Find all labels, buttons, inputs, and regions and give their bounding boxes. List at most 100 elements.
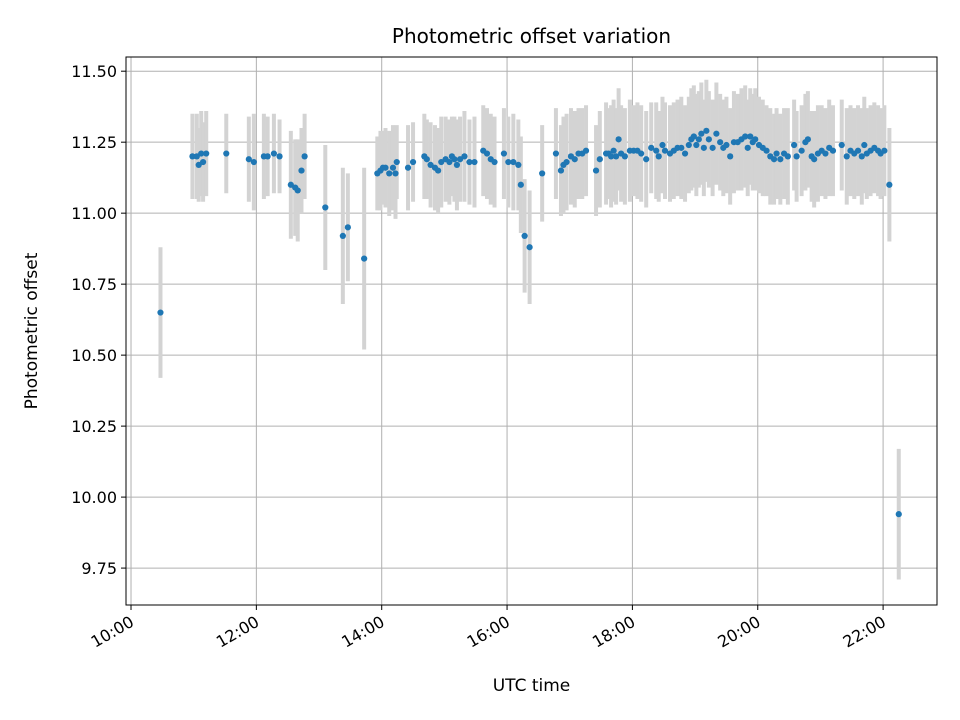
data-point bbox=[361, 255, 368, 262]
data-point bbox=[157, 309, 164, 316]
y-axis-title: Photometric offset bbox=[22, 252, 42, 409]
x-tick-label: 10:00 bbox=[88, 612, 137, 652]
data-point bbox=[784, 153, 791, 160]
data-point bbox=[339, 232, 346, 239]
data-point bbox=[223, 150, 230, 157]
data-point bbox=[195, 161, 202, 168]
data-point bbox=[659, 141, 666, 149]
data-point bbox=[613, 153, 620, 160]
x-tick-label: 20:00 bbox=[714, 612, 763, 652]
data-point bbox=[861, 141, 868, 149]
data-point bbox=[854, 147, 862, 154]
data-point bbox=[747, 133, 754, 140]
data-point bbox=[713, 130, 720, 137]
x-tick-label: 16:00 bbox=[464, 612, 513, 652]
data-point bbox=[770, 156, 778, 163]
x-axis-title: UTC time bbox=[493, 676, 571, 696]
data-point bbox=[773, 150, 780, 157]
data-point bbox=[526, 244, 533, 251]
data-point bbox=[193, 153, 200, 160]
data-point bbox=[693, 141, 700, 149]
data-point bbox=[621, 153, 628, 160]
data-points bbox=[157, 127, 902, 518]
data-point bbox=[895, 511, 902, 518]
data-point bbox=[582, 147, 590, 154]
data-point bbox=[798, 147, 805, 154]
data-point bbox=[471, 158, 478, 166]
y-tick-label: 11.25 bbox=[71, 133, 117, 152]
data-point bbox=[843, 153, 850, 160]
data-point bbox=[638, 150, 645, 157]
data-point bbox=[655, 153, 662, 160]
data-point bbox=[685, 141, 692, 149]
data-point bbox=[615, 136, 622, 143]
data-point bbox=[483, 150, 491, 157]
y-tick-label: 10.00 bbox=[71, 488, 117, 507]
data-point bbox=[804, 136, 811, 143]
plot-frame bbox=[125, 56, 938, 606]
data-point bbox=[563, 158, 570, 166]
x-axis-ticks: 10:00 12:00 14:00 16:00 18:00 20:00 22:00 bbox=[88, 605, 889, 652]
y-tick-label: 11.00 bbox=[71, 204, 117, 223]
data-point bbox=[505, 158, 512, 166]
data-point bbox=[427, 161, 434, 168]
data-point bbox=[592, 167, 600, 174]
data-point bbox=[270, 150, 278, 157]
data-point bbox=[287, 181, 294, 188]
data-point bbox=[456, 156, 464, 163]
data-point bbox=[648, 144, 655, 151]
data-point bbox=[298, 167, 305, 174]
data-point bbox=[446, 158, 453, 166]
data-point bbox=[881, 147, 888, 154]
data-point bbox=[500, 150, 508, 157]
data-point bbox=[389, 164, 397, 171]
data-point bbox=[690, 133, 697, 140]
data-point bbox=[301, 153, 308, 160]
data-point bbox=[571, 156, 578, 163]
data-point bbox=[742, 133, 749, 140]
data-point bbox=[811, 156, 818, 163]
data-point bbox=[723, 141, 730, 149]
data-point bbox=[709, 144, 716, 151]
data-point bbox=[438, 158, 445, 166]
data-point bbox=[678, 144, 685, 151]
data-point bbox=[423, 156, 430, 163]
data-point bbox=[886, 181, 893, 188]
data-point bbox=[752, 136, 759, 143]
data-point bbox=[763, 147, 770, 154]
data-point bbox=[435, 167, 442, 174]
x-tick-label: 12:00 bbox=[213, 612, 262, 652]
y-axis-ticks: 9.75 10.00 10.25 10.50 10.75 11.00 11.25 11.50 bbox=[71, 62, 126, 578]
data-point bbox=[466, 158, 473, 166]
data-point bbox=[409, 158, 417, 166]
data-point bbox=[717, 139, 724, 146]
data-point bbox=[189, 153, 196, 160]
data-point bbox=[344, 224, 351, 231]
data-point bbox=[515, 161, 522, 168]
y-tick-label: 10.75 bbox=[71, 275, 117, 294]
x-tick-label: 22:00 bbox=[840, 612, 889, 652]
data-point bbox=[539, 170, 546, 177]
data-point bbox=[250, 158, 257, 166]
data-point bbox=[517, 181, 524, 188]
data-point bbox=[829, 147, 837, 154]
data-point bbox=[596, 156, 603, 163]
data-point bbox=[744, 144, 751, 151]
data-point bbox=[661, 147, 669, 154]
data-point bbox=[552, 150, 560, 157]
data-point bbox=[404, 164, 412, 171]
data-point bbox=[521, 232, 528, 239]
data-point bbox=[491, 158, 498, 166]
data-point bbox=[610, 147, 617, 154]
x-tick-label: 14:00 bbox=[338, 612, 387, 652]
data-point bbox=[838, 141, 845, 149]
data-point bbox=[791, 141, 798, 149]
data-point bbox=[727, 153, 734, 160]
data-point bbox=[777, 156, 784, 163]
y-tick-label: 10.50 bbox=[71, 346, 117, 365]
data-point bbox=[382, 164, 389, 171]
data-point bbox=[198, 150, 205, 157]
data-point bbox=[557, 167, 565, 174]
data-point bbox=[858, 153, 865, 160]
